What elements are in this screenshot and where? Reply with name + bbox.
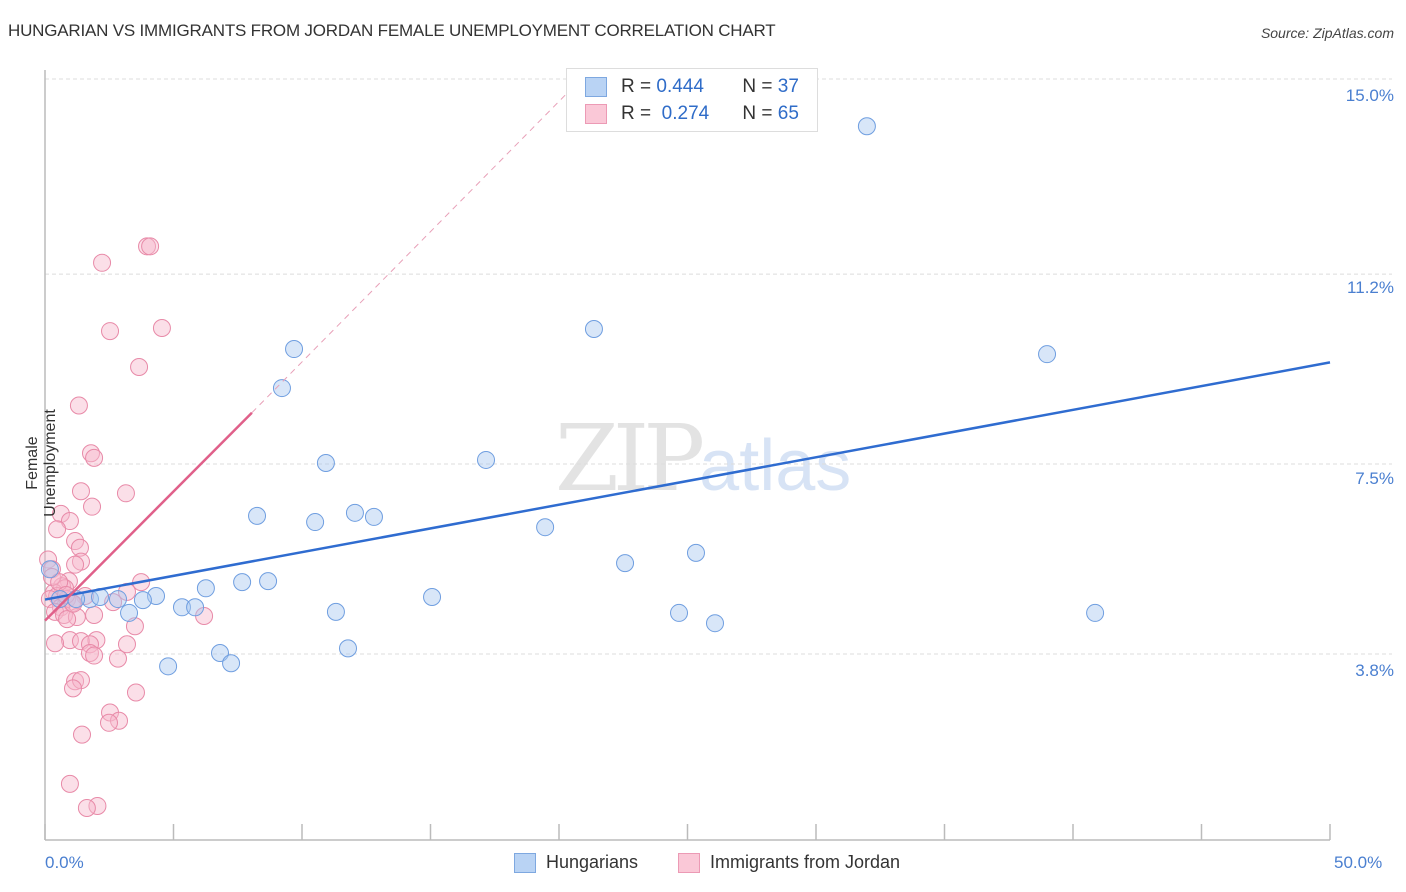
jordan-trend-extension (251, 80, 580, 414)
jordan-point (77, 799, 96, 818)
jordan-point (126, 683, 145, 702)
hungarian-point (306, 513, 325, 532)
correlation-legend: R = 0.444 N = 37 R = 0.274 N = 65 (566, 68, 818, 132)
jordan-point (51, 504, 70, 523)
n-value: 37 (777, 76, 799, 97)
hungarian-point (584, 320, 603, 339)
jordan-point (116, 484, 135, 503)
jordan-point (99, 713, 118, 732)
jordan-point (66, 672, 85, 691)
jordan-point (85, 448, 104, 467)
hungarian-point (285, 340, 304, 359)
y-axis-label: Female Unemployment (24, 409, 59, 517)
jordan-point (125, 617, 144, 636)
blue-swatch-icon (514, 852, 536, 873)
r-value: 0.274 (656, 103, 710, 124)
blue-swatch-icon (585, 77, 607, 97)
y-tick-15: 15.0% (1345, 86, 1394, 105)
x-tick-0: 0.0% (45, 853, 84, 872)
source-credit: Source: ZipAtlas.com (1260, 25, 1394, 41)
hungarian-point (172, 598, 191, 617)
hungarian-point (326, 602, 345, 621)
r-value: 0.444 (656, 76, 704, 97)
hungarian-point (364, 507, 383, 526)
pink-swatch-icon (678, 852, 700, 873)
jordan-point (85, 646, 104, 665)
hungarian-point (233, 573, 252, 592)
hungarian-point (857, 117, 876, 136)
jordan-point (69, 396, 88, 415)
hungarian-point (423, 588, 442, 607)
jordan-point (152, 318, 171, 337)
hungarian-point (477, 450, 496, 469)
hungarian-point (1086, 603, 1105, 622)
hungarian-trend-line (44, 361, 1331, 601)
jordan-point (58, 610, 77, 629)
jordan-point (48, 520, 67, 539)
jordan-point (73, 725, 92, 744)
hungarian-point (40, 560, 59, 579)
jordan-point (64, 679, 83, 698)
hungarian-point (686, 543, 705, 562)
watermark-zip: ZIP (555, 405, 705, 512)
hungarian-point (670, 603, 689, 622)
jordan-point (60, 512, 79, 531)
legend-row-hungarians: R = 0.444 N = 37 (585, 75, 799, 99)
jordan-point (108, 649, 127, 668)
hungarian-point (222, 654, 241, 673)
legend-item-hungarians[interactable]: Hungarians (514, 852, 638, 873)
hungarian-point (120, 603, 139, 622)
watermark: ZIPatlas (555, 405, 851, 512)
y-tick-3-8: 3.8% (1355, 661, 1394, 680)
jordan-point (70, 538, 89, 557)
y-tick-7-5: 7.5% (1355, 469, 1394, 488)
chart-title: HUNGARIAN VS IMMIGRANTS FROM JORDAN FEMA… (8, 21, 776, 40)
n-label: N = (742, 103, 778, 124)
r-label: R = (621, 103, 657, 124)
jordan-trend-line (44, 411, 253, 622)
hungarian-point (196, 579, 215, 598)
jordan-point (130, 358, 149, 377)
jordan-point (141, 237, 160, 256)
n-value: 65 (777, 103, 799, 124)
hungarian-point (316, 454, 335, 473)
hungarian-point (272, 379, 291, 398)
jordan-point (60, 774, 79, 793)
jordan-point (66, 555, 85, 574)
hungarian-point (186, 598, 205, 617)
hungarian-point (345, 503, 364, 522)
hungarian-point (159, 657, 178, 676)
hungarian-point (259, 572, 278, 591)
jordan-point (83, 497, 102, 516)
hungarian-point (1038, 345, 1057, 364)
legend-label: Hungarians (546, 852, 639, 872)
y-tick-11-2: 11.2% (1347, 278, 1394, 297)
hungarian-point (705, 614, 724, 633)
hungarian-point (248, 506, 267, 525)
hungarian-point (211, 643, 230, 662)
legend-row-jordan: R = 0.274 N = 65 (585, 102, 799, 126)
legend-label: Immigrants from Jordan (710, 852, 901, 872)
jordan-point (93, 253, 112, 272)
legend-item-jordan[interactable]: Immigrants from Jordan (678, 852, 900, 873)
r-label: R = (621, 76, 657, 97)
n-label: N = (742, 76, 778, 97)
hungarian-point (133, 591, 152, 610)
hungarian-point (536, 518, 555, 537)
x-tick-50: 50.0% (1334, 853, 1383, 872)
hungarian-point (339, 639, 358, 658)
hungarian-point (616, 554, 635, 573)
jordan-point (101, 322, 120, 341)
jordan-point (117, 635, 136, 654)
hungarian-point (108, 590, 127, 609)
pink-swatch-icon (585, 104, 607, 124)
jordan-point (71, 482, 90, 501)
jordan-point (46, 634, 65, 653)
jordan-point (85, 605, 104, 624)
